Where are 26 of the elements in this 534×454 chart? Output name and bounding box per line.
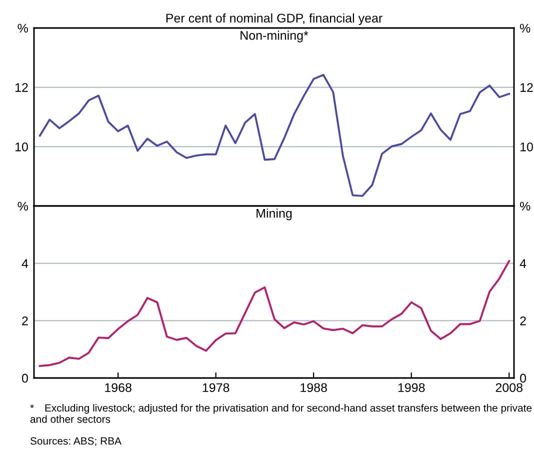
x-tick-label: 1988	[300, 383, 327, 392]
x-tick-label: 1998	[398, 383, 425, 392]
y2-tick-label: %	[520, 24, 530, 33]
y2-tick-label: 0	[520, 374, 526, 383]
y-tick-label: 10	[15, 142, 28, 152]
line-series	[38, 74, 510, 197]
y2-tick-label: %	[520, 202, 530, 211]
y-tick-label: %	[18, 24, 28, 33]
x-tick-label: 1978	[202, 383, 230, 392]
chart-subtitle: Non-mining*	[240, 30, 308, 42]
chart-title: Per cent of nominal GDP, financial year	[166, 13, 382, 26]
x-tick-label: 2008	[496, 383, 522, 392]
source-note: Sources: ABS; RBA	[30, 437, 122, 446]
text: * Excluding livestock; adjusted for the privatisation and for second-hand asset transfers between the private and other sectors	[30, 404, 532, 423]
x-tick-label: 1968	[105, 383, 132, 392]
line-series	[38, 260, 510, 367]
y2-tick-label: 10	[520, 142, 533, 152]
y-tick-label: 2	[22, 316, 28, 326]
y2-tick-label: 4	[520, 259, 526, 268]
y-tick-label: 12	[15, 83, 28, 92]
y-tick-label: 0	[22, 374, 28, 383]
y2-tick-label: 2	[520, 316, 526, 326]
y-tick-label: %	[18, 202, 28, 211]
chart-title: Mining	[256, 208, 292, 220]
y2-tick-label: 12	[520, 83, 533, 92]
y-tick-label: 4	[22, 259, 28, 268]
